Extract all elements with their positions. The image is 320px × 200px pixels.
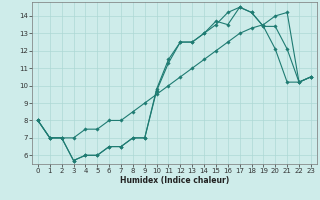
X-axis label: Humidex (Indice chaleur): Humidex (Indice chaleur) xyxy=(120,176,229,185)
